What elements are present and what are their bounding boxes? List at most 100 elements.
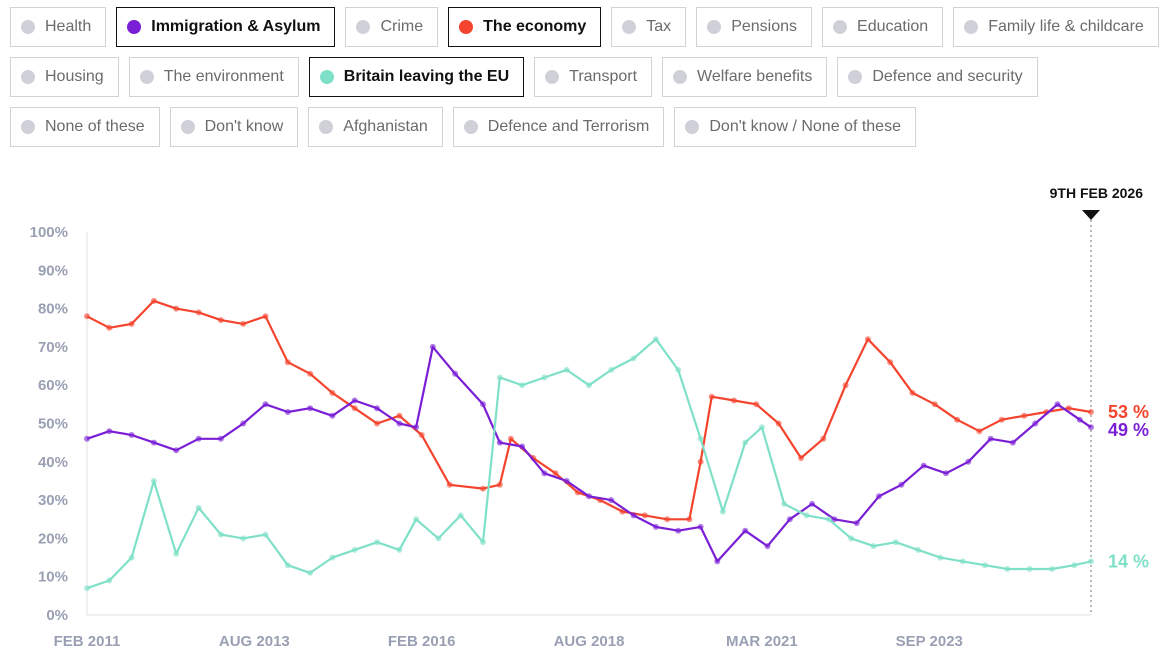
data-point <box>374 420 380 427</box>
data-point <box>284 562 291 569</box>
chip-the-economy[interactable]: The economy <box>448 7 602 47</box>
chip-defence-and-terrorism[interactable]: Defence and Terrorism <box>452 107 665 147</box>
y-tick-label: 10% <box>38 569 68 586</box>
data-point <box>798 455 804 461</box>
data-point <box>909 389 916 396</box>
data-point <box>1004 566 1011 572</box>
chip-label: Education <box>857 18 929 35</box>
data-point <box>630 355 637 362</box>
chip-pensions[interactable]: Pensions <box>696 7 813 47</box>
y-tick-label: 0% <box>46 607 68 624</box>
chip-label: Afghanistan <box>343 118 428 135</box>
chip-label: Housing <box>45 68 104 85</box>
chip-housing[interactable]: Housing <box>10 57 119 97</box>
chip-britain-leaving-the-eu[interactable]: Britain leaving the EU <box>308 57 525 97</box>
data-point <box>496 481 503 488</box>
data-point <box>803 512 810 519</box>
data-point <box>1009 439 1016 446</box>
data-point <box>552 470 559 477</box>
chip-the-environment[interactable]: The environment <box>128 57 299 97</box>
chip-health[interactable]: Health <box>10 7 107 47</box>
chip-welfare-benefits[interactable]: Welfare benefits <box>662 57 828 97</box>
data-point <box>781 500 788 507</box>
data-point <box>128 320 135 327</box>
data-point <box>396 546 403 553</box>
data-point <box>652 523 659 530</box>
chip-label: Don't know / None of these <box>709 118 901 135</box>
data-point <box>1071 562 1078 569</box>
data-point <box>563 366 570 373</box>
data-point <box>150 478 157 484</box>
chip-tax[interactable]: Tax <box>611 7 687 47</box>
chip-label: Transport <box>569 68 638 85</box>
series-britain-leaving-the-eu <box>84 336 1094 592</box>
data-point <box>284 409 291 415</box>
chip-don-t-know[interactable]: Don't know <box>169 107 299 147</box>
data-point <box>496 439 503 446</box>
data-point <box>496 374 503 381</box>
data-point <box>965 458 972 465</box>
y-tick-label: 60% <box>38 377 68 394</box>
data-point <box>307 370 314 377</box>
chip-dot-icon <box>964 20 979 34</box>
data-point <box>351 546 358 553</box>
series-line <box>86 299 1092 521</box>
x-tick-label: FEB 2011 <box>54 633 121 650</box>
data-point <box>820 435 827 442</box>
data-point <box>217 317 224 324</box>
chip-label: Welfare benefits <box>697 68 813 85</box>
x-tick-label: AUG 2013 <box>219 633 290 650</box>
chip-dot-icon <box>319 120 334 134</box>
chip-family-life-childcare[interactable]: Family life & childcare <box>953 7 1159 47</box>
chip-row: Housing The environment Britain leaving th… <box>10 57 1170 97</box>
data-point <box>686 516 693 523</box>
data-point <box>128 554 135 561</box>
data-point <box>173 550 180 557</box>
chip-crime[interactable]: Crime <box>345 7 439 47</box>
y-tick-label: 30% <box>38 492 68 509</box>
chip-dot-icon <box>180 120 195 134</box>
chip-label: Family life & childcare <box>988 18 1144 35</box>
data-point <box>1054 401 1061 408</box>
data-point <box>195 309 202 316</box>
chip-dot-icon <box>21 70 35 84</box>
chip-label: Tax <box>646 18 672 35</box>
chip-dot-icon <box>356 20 371 34</box>
chip-label: Health <box>45 18 92 35</box>
data-point <box>1026 566 1033 572</box>
data-point <box>262 313 269 320</box>
data-point <box>374 539 380 546</box>
chip-don-t-know-none-of-these[interactable]: Don't know / None of these <box>674 107 916 147</box>
chip-none-of-these[interactable]: None of these <box>10 107 160 147</box>
data-point <box>719 508 726 515</box>
data-point <box>351 397 358 404</box>
y-tick-label: 100% <box>30 224 68 241</box>
y-tick-label: 20% <box>38 530 68 547</box>
data-point <box>915 546 922 553</box>
chip-education[interactable]: Education <box>822 7 944 47</box>
chip-defence-and-security[interactable]: Defence and security <box>837 57 1038 97</box>
chip-afghanistan[interactable]: Afghanistan <box>308 107 443 147</box>
chip-transport[interactable]: Transport <box>534 57 653 97</box>
data-point <box>937 554 944 561</box>
data-point <box>480 539 486 546</box>
data-point <box>329 412 336 419</box>
data-point <box>106 577 113 584</box>
data-point <box>876 493 882 500</box>
data-point <box>480 485 486 492</box>
data-point <box>284 359 291 366</box>
data-point <box>262 531 269 538</box>
chip-label: Defence and security <box>872 68 1023 85</box>
data-point <box>106 324 113 331</box>
data-point <box>457 512 464 519</box>
data-point <box>173 447 180 454</box>
y-tick-label: 40% <box>38 454 68 471</box>
data-point <box>84 313 90 320</box>
data-point <box>262 401 269 408</box>
data-point <box>452 370 459 377</box>
chip-dot-icon <box>685 120 700 134</box>
data-point <box>959 558 966 565</box>
chip-immigration-asylum[interactable]: Immigration & Asylum <box>116 7 336 47</box>
data-point <box>920 462 927 469</box>
chip-dot-icon <box>545 70 560 84</box>
